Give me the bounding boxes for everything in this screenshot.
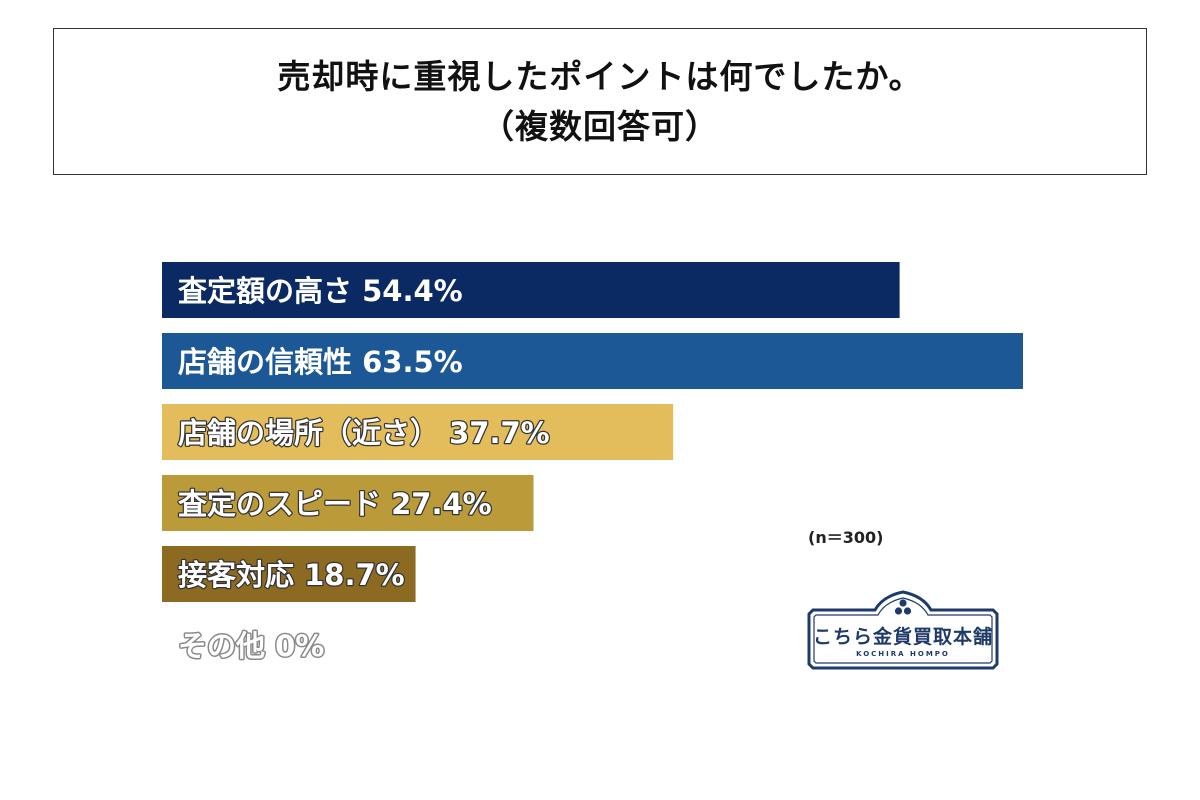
logo-subtitle: KOCHIRA HOMPO bbox=[856, 650, 950, 658]
logo-name: こちら金貨買取本舗 bbox=[812, 626, 993, 648]
sample-size-note: (n＝300) bbox=[808, 528, 884, 547]
bar-store-location bbox=[162, 404, 674, 460]
bar-label-assessment-price: 査定額の高さ 54.4% bbox=[178, 274, 463, 308]
title-box: 売却時に重視したポイントは何でしたか。 （複数回答可） bbox=[53, 28, 1147, 175]
bar-customer-service bbox=[162, 546, 416, 602]
chart-subtitle: （複数回答可） bbox=[481, 106, 719, 146]
chart-title: 売却時に重視したポイントは何でしたか。 bbox=[277, 56, 923, 96]
bar-store-trust bbox=[162, 333, 1023, 389]
bar-label-customer-service: 接客対応 18.7% bbox=[178, 558, 405, 592]
logo-frame bbox=[807, 590, 999, 670]
three-dots-emblem-icon bbox=[894, 599, 912, 615]
bar-label-store-trust: 店舗の信頼性 63.5% bbox=[178, 345, 463, 379]
bar-label-store-location: 店舗の場所（近さ） 37.7% bbox=[178, 416, 550, 450]
brand-logo: こちら金貨買取本舗 KOCHIRA HOMPO bbox=[805, 588, 1001, 672]
bar-assessment-speed bbox=[162, 475, 534, 531]
bar-label-assessment-speed: 査定のスピード 27.4% bbox=[178, 487, 492, 521]
bar-label-other: その他 0% bbox=[178, 629, 324, 663]
bar-assessment-price bbox=[162, 262, 900, 318]
